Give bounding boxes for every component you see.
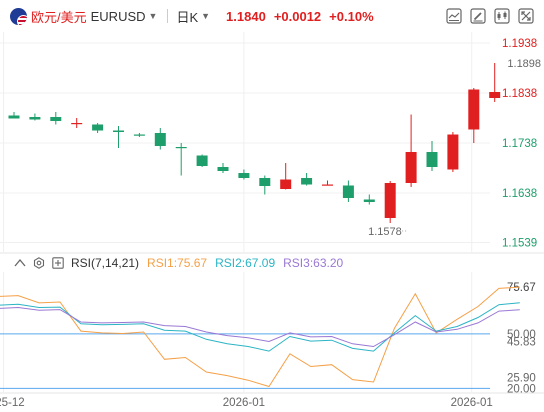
candle-body [71,123,83,125]
rsi-tick-label: 20.00 [507,383,536,395]
candle-body [154,133,166,146]
candle-body [238,173,250,178]
symbol-dropdown-icon[interactable]: ▼ [148,11,158,21]
eur-usd-flag-icon [10,7,27,25]
low-price-label: 1.1578 [368,226,402,238]
rsi-indicator-name: RSI(7,14,21) [71,256,140,270]
rsi-tick-label: 25.90 [507,373,536,385]
rsi3-line [0,306,520,348]
rsi1-value: RSI1:75.67 [147,256,208,270]
grid [0,32,490,392]
collapse-icon[interactable] [14,258,26,268]
chart-header: 欧元/美元 EURUSD ▼ 日K ▼ 1.1840 +0.0012 +0.10… [0,0,544,32]
toolbar [440,6,536,26]
candle-body [113,130,124,132]
high-price-label: 1.1898 [507,58,541,70]
settings-icon[interactable] [33,257,45,269]
period-selector[interactable]: 日K [176,9,199,25]
rsi3-value: RSI3:63.20 [283,256,344,270]
candle-body [50,117,62,121]
candle-body [322,184,333,186]
indicator-icon[interactable] [444,6,464,26]
price-tick-label: 1.1838 [502,88,537,100]
rsi2-value: RSI2:67.09 [215,256,276,270]
period-dropdown-icon[interactable]: ▼ [201,11,211,21]
price-change: +0.0012 [273,8,322,24]
candle-body [301,178,313,185]
candle-body [29,117,41,120]
candle-body [363,199,375,202]
price-change-percent: +0.10% [329,8,374,24]
rsi2-line [0,302,520,352]
symbol-code[interactable]: EURUSD [90,8,146,24]
candle-body [405,152,417,183]
candle-body [92,124,104,131]
compare-icon[interactable] [492,6,512,26]
candle-body [468,89,480,130]
symbol-name[interactable]: 欧元/美元 [31,9,87,25]
rsi-header: RSI(7,14,21) RSI1:75.67 RSI2:67.09 RSI3:… [0,254,343,272]
rsi-tick-label: 75.67 [507,282,536,294]
candle-body [8,115,20,119]
time-tick-label: 2026-01 [451,397,493,409]
indicator-switch-icon[interactable] [52,257,64,269]
candle-body [217,167,229,171]
candle-body [133,134,145,136]
candle-body [489,92,501,98]
rsi-tick-label: 45.83 [507,336,536,348]
price-tick-label: 1.1938 [502,38,537,50]
last-price: 1.1840 [226,8,266,24]
candle-body [447,134,459,170]
candle-body [384,183,396,218]
candle-body [426,152,438,167]
candle-body [259,178,271,186]
rsi-tick-label: 50.00 [507,329,536,341]
price-tick-label: 1.1738 [502,138,537,150]
candle-body [175,147,187,149]
draw-icon[interactable] [468,6,488,26]
time-tick-label: 2026-01 [223,397,265,409]
rsi1-line [0,286,520,388]
time-tick-label: 2025-12 [0,397,25,409]
candle-body [342,185,354,198]
price-tick-label: 1.1638 [502,188,537,200]
candles [8,63,501,223]
price-tick-label: 1.1539 [502,238,537,250]
candle-body [280,179,292,189]
fullscreen-icon[interactable] [516,6,536,26]
header-divider [167,9,169,23]
candle-body [196,155,208,166]
